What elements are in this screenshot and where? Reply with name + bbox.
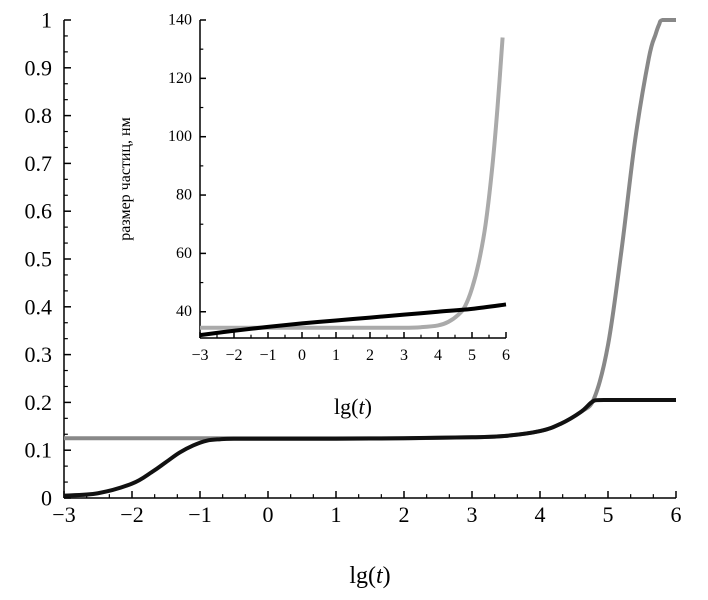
inset-y-tick-label: 140 [168,12,192,29]
main-y-tick-label: 0 [41,486,52,511]
main-y-tick-label: 0.5 [25,247,53,272]
inset-x-tick-label: −3 [191,347,208,364]
inset-y-axis-label: размер частиц, нм [117,117,134,240]
inset-y-tick-label: 60 [176,245,192,262]
main-y-tick-label: 0.6 [25,199,53,224]
inset-x-tick-label: 4 [434,347,442,364]
inset-x-tick-label: 0 [298,347,306,364]
inset-x-tick-label: 1 [332,347,340,364]
inset-x-tick-label: 3 [400,347,408,364]
inset-x-tick-label: −2 [225,347,242,364]
main-y-tick-label: 0.7 [25,151,53,176]
inset-plot: −3 −2 −1 0 1 2 3 4 5 6 40 60 80 100 120 140 lg(t) размер … [117,12,510,420]
inset-x-axis-label: lg(t) [334,394,372,419]
inset-y-tick-label: 120 [168,70,192,87]
main-y-tick-label: 0.3 [25,342,53,367]
main-x-tick-label: 4 [535,502,546,527]
main-series-line-2 [63,398,676,498]
main-plot: −3 −2 −1 0 1 2 3 4 5 600.10.20.30.40.50.60.70.80.… [25,8,682,590]
main-y-tick-label: 0.9 [25,55,53,80]
inset-y-tick-label: 40 [176,303,192,320]
inset-series-line-2 [199,302,507,338]
main-x-tick-label: 3 [467,502,478,527]
inset-x-tick-label: −1 [259,347,276,364]
main-y-tick-label: 1 [41,8,52,33]
inset-x-tick-label: 2 [366,347,374,364]
inset-series-line-1 [200,37,505,330]
main-x-tick-label: −1 [188,502,211,527]
main-x-tick-label: 0 [263,502,274,527]
main-x-tick-label: 2 [399,502,410,527]
main-x-tick-label: 5 [603,502,614,527]
main-series-line-1 [64,18,676,441]
main-y-tick-label: 0.1 [25,438,53,463]
main-y-tick-label: 0.4 [25,294,53,319]
main-x-tick-label: −3 [52,502,75,527]
main-y-tick-label: 0.2 [25,390,53,415]
main-x-tick-label: 6 [671,502,682,527]
main-y-tick-label: 0.8 [25,103,53,128]
main-x-tick-label: −2 [120,502,143,527]
inset-y-tick-label: 100 [168,128,192,145]
inset-x-tick-label: 5 [468,347,476,364]
main-x-tick-label: 1 [331,502,342,527]
inset-y-tick-label: 80 [176,187,192,204]
main-x-axis-label: lg(t) [349,563,390,589]
inset-x-tick-label: 6 [502,347,510,364]
